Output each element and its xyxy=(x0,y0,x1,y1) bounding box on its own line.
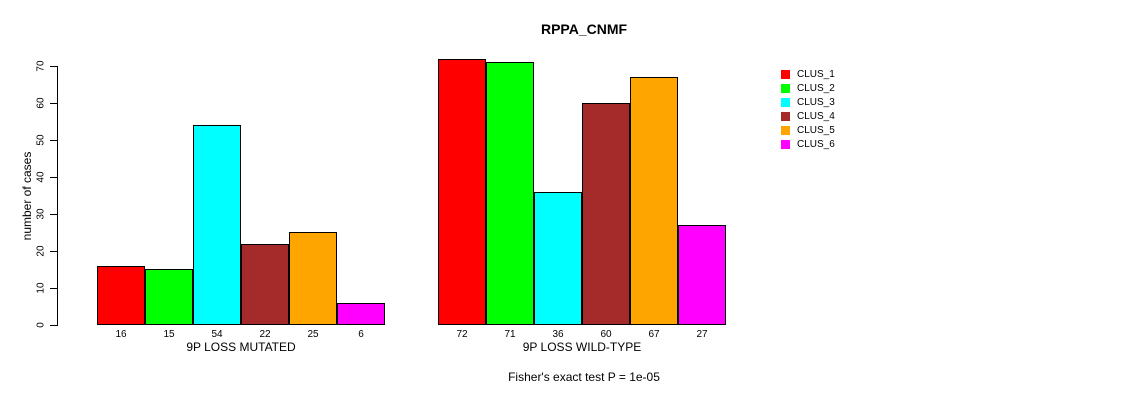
bar-value-label: 15 xyxy=(163,329,175,340)
legend-swatch xyxy=(781,69,790,79)
bar-clus_6 xyxy=(678,225,726,325)
legend-label: CLUS_4 xyxy=(797,110,835,122)
bar-clus_1 xyxy=(438,59,486,325)
bar-value-label: 22 xyxy=(259,329,271,340)
bar-clus_5 xyxy=(289,232,337,325)
bar-value-label: 60 xyxy=(600,329,612,340)
legend-swatch xyxy=(781,139,790,149)
legend-swatch xyxy=(781,111,790,121)
legend-item-clus_2: CLUS_2 xyxy=(781,81,835,95)
bar-clus_1 xyxy=(97,266,145,325)
bar-clus_3 xyxy=(193,125,241,325)
legend-item-clus_1: CLUS_1 xyxy=(781,67,835,81)
chart-title: RPPA_CNMF xyxy=(540,21,628,37)
y-tick-label: 10 xyxy=(35,282,47,294)
y-axis-label: number of cases xyxy=(20,151,34,241)
legend-label: CLUS_3 xyxy=(797,96,835,108)
bar-clus_3 xyxy=(534,192,582,325)
y-tick-label: 70 xyxy=(35,60,47,72)
bar-value-label: 54 xyxy=(211,329,223,340)
y-tick-mark xyxy=(50,177,57,178)
annotation-text: Fisher's exact test P = 1e-05 xyxy=(508,370,660,384)
y-tick-label: 40 xyxy=(35,171,47,183)
bar-clus_6 xyxy=(337,303,385,325)
legend-label: CLUS_5 xyxy=(797,124,835,136)
y-tick-mark xyxy=(50,288,57,289)
bar-value-label: 67 xyxy=(648,329,660,340)
group-label: 9P LOSS MUTATED xyxy=(186,340,296,354)
bar-clus_4 xyxy=(241,244,289,325)
legend-item-clus_4: CLUS_4 xyxy=(781,109,835,123)
y-tick-mark xyxy=(50,325,57,326)
legend-item-clus_5: CLUS_5 xyxy=(781,123,835,137)
y-tick-mark xyxy=(50,103,57,104)
bar-value-label: 72 xyxy=(456,329,468,340)
bar-value-label: 27 xyxy=(696,329,708,340)
y-tick-label: 60 xyxy=(35,97,47,109)
legend-label: CLUS_6 xyxy=(797,138,835,150)
legend-item-clus_3: CLUS_3 xyxy=(781,95,835,109)
legend-swatch xyxy=(781,83,790,93)
bar-clus_5 xyxy=(630,77,678,325)
bar-clus_2 xyxy=(486,62,534,325)
bar-value-label: 16 xyxy=(115,329,127,340)
legend-label: CLUS_2 xyxy=(797,82,835,94)
y-tick-mark xyxy=(50,214,57,215)
y-tick-mark xyxy=(50,251,57,252)
y-axis-line xyxy=(57,66,58,326)
y-tick-label: 20 xyxy=(35,245,47,257)
bar-value-label: 71 xyxy=(504,329,516,340)
y-tick-label: 30 xyxy=(35,208,47,220)
y-tick-mark xyxy=(50,66,57,67)
y-tick-label: 50 xyxy=(35,134,47,146)
group-label: 9P LOSS WILD-TYPE xyxy=(522,340,642,354)
bar-value-label: 25 xyxy=(307,329,319,340)
bar-clus_2 xyxy=(145,269,193,325)
legend-swatch xyxy=(781,97,790,107)
bar-value-label: 6 xyxy=(358,329,364,340)
legend-item-clus_6: CLUS_6 xyxy=(781,137,835,151)
y-tick-mark xyxy=(50,140,57,141)
bar-value-label: 36 xyxy=(552,329,564,340)
legend-label: CLUS_1 xyxy=(797,68,835,80)
legend-swatch xyxy=(781,125,790,135)
bar-clus_4 xyxy=(582,103,630,325)
y-tick-label: 0 xyxy=(35,322,47,328)
